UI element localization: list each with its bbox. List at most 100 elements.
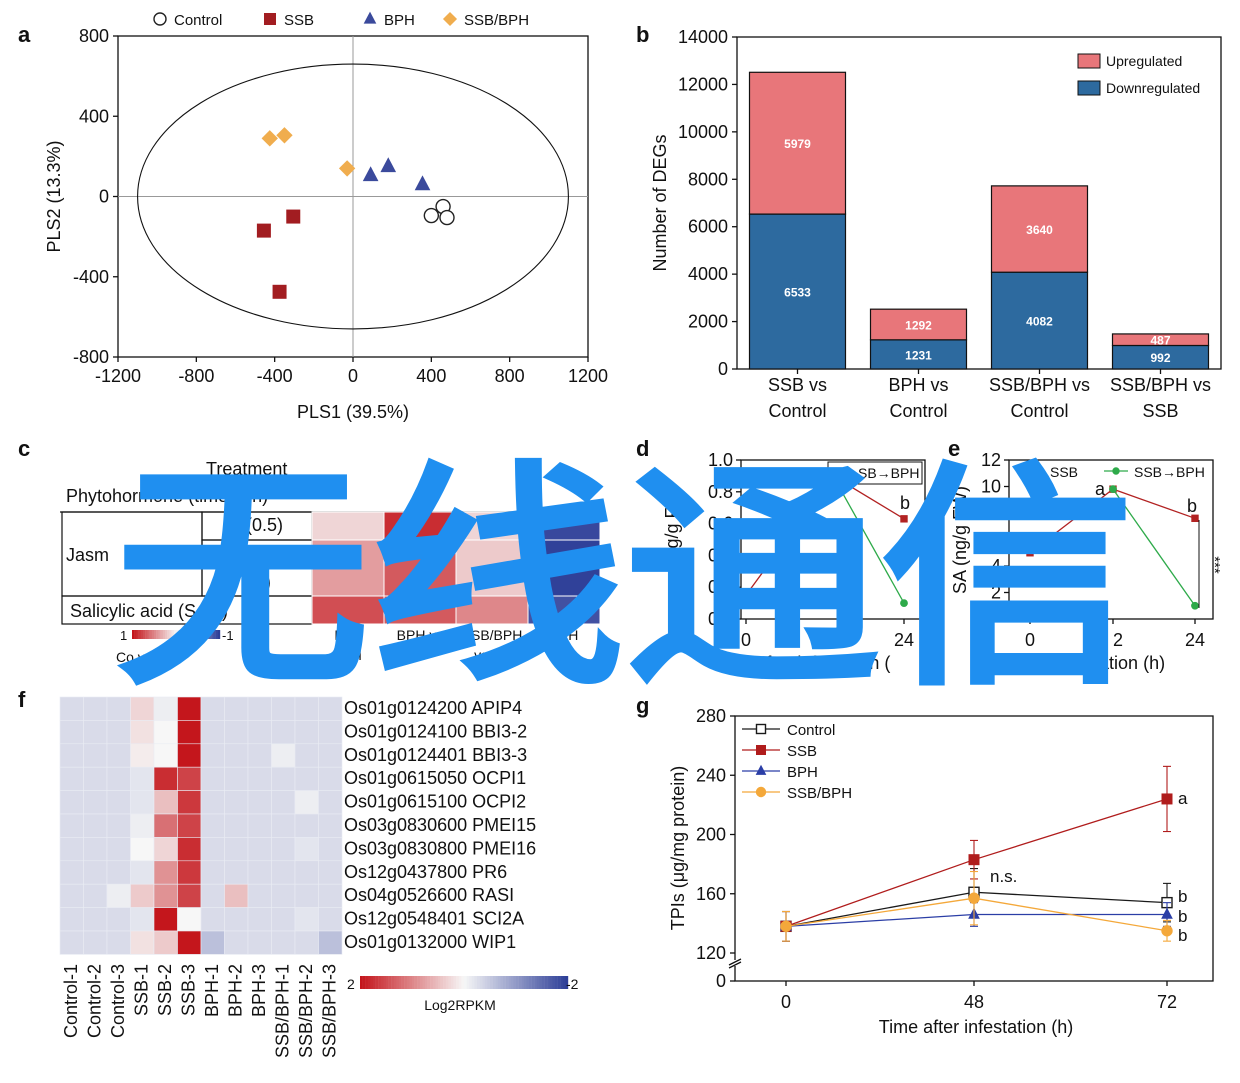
c-colorbar-segment bbox=[158, 630, 161, 639]
a-xtick-label: -1200 bbox=[95, 366, 141, 386]
f-colorbar-segment bbox=[482, 976, 485, 989]
f-colorbar-segment bbox=[471, 976, 475, 989]
c-col-label: SB bbox=[555, 647, 574, 663]
f-heatmap-cell bbox=[177, 743, 202, 768]
e-point bbox=[1109, 485, 1117, 494]
f-colorbar-segment bbox=[466, 976, 470, 989]
f-colorbar-segment bbox=[391, 976, 394, 989]
c-heatmap-cell bbox=[455, 539, 529, 597]
a-point-ssb bbox=[272, 284, 287, 299]
f-colorbar-segment bbox=[404, 976, 407, 989]
f-heatmap-cell bbox=[318, 790, 343, 815]
f-colorbar-segment bbox=[555, 976, 558, 989]
f-colorbar-segment bbox=[510, 976, 514, 989]
d-series-line bbox=[832, 475, 905, 604]
f-heatmap-cell bbox=[318, 696, 343, 721]
c-colorbar-segment bbox=[154, 630, 157, 639]
g-ytick-label: 280 bbox=[696, 706, 726, 726]
a-point-ssbbph bbox=[261, 130, 278, 147]
c-heatmap-cell bbox=[455, 595, 529, 625]
panel-letter-g: g bbox=[636, 693, 649, 718]
f-heatmap-cell bbox=[106, 766, 131, 791]
f-col-label: SSB-1 bbox=[132, 964, 152, 1016]
e-point bbox=[1191, 514, 1199, 522]
f-col-label: BPH-2 bbox=[226, 964, 246, 1017]
b-legend-label: Upregulated bbox=[1106, 53, 1182, 69]
b-ytick-label: 12000 bbox=[678, 74, 728, 94]
f-colorbar-segment bbox=[367, 976, 371, 989]
f-colorbar-segment bbox=[492, 976, 496, 989]
f-heatmap-cell bbox=[294, 930, 319, 955]
f-colorbar-segment bbox=[479, 976, 483, 989]
f-heatmap-cell bbox=[318, 766, 343, 791]
b-bar-upregulated bbox=[1111, 333, 1210, 347]
c-colorbar-segment bbox=[147, 630, 150, 639]
f-colorbar-segment bbox=[438, 976, 441, 989]
c-colorbar-segment bbox=[143, 630, 146, 639]
c-colorbar-segment bbox=[217, 630, 221, 639]
f-heatmap-cell bbox=[130, 883, 155, 908]
c-col-label: B vs bbox=[334, 627, 361, 643]
b-xtick-label: Control bbox=[768, 401, 826, 421]
e-legend-marker bbox=[1028, 467, 1036, 475]
e-series-line bbox=[1029, 488, 1196, 554]
f-heatmap-cell bbox=[247, 907, 272, 932]
f-heatmap-cell bbox=[59, 743, 84, 768]
f-col-label: SSB/BPH-2 bbox=[296, 964, 316, 1058]
f-colorbar-segment bbox=[456, 976, 459, 989]
b-xtick-label: Control bbox=[889, 401, 947, 421]
f-heatmap-cell bbox=[200, 930, 225, 955]
f-colorbar-segment bbox=[365, 976, 368, 989]
f-heatmap-cell bbox=[294, 883, 319, 908]
f-heatmap-cell bbox=[153, 837, 178, 862]
c-colorbar-segment bbox=[138, 630, 141, 639]
g-annotation-b: b bbox=[1178, 907, 1187, 926]
f-heatmap-cell bbox=[177, 813, 202, 838]
a-point-bph bbox=[380, 157, 397, 173]
c-colorbar-segment bbox=[178, 630, 181, 639]
f-heatmap-cell bbox=[106, 930, 131, 955]
e-point bbox=[1026, 549, 1034, 557]
g-legend-label: BPH bbox=[787, 764, 818, 781]
a-legend-marker bbox=[153, 12, 167, 26]
f-heatmap-cell bbox=[318, 907, 343, 932]
b-ytick-label: 10000 bbox=[678, 122, 728, 142]
d-ylabel: J ng/g F bbox=[662, 507, 682, 572]
f-heatmap-cell bbox=[247, 696, 272, 721]
c-colorbar-segment bbox=[198, 630, 201, 639]
f-heatmap-cell bbox=[177, 790, 202, 815]
e-series-line bbox=[1112, 488, 1196, 607]
b-bar-downregulated bbox=[869, 339, 968, 370]
f-colorbar-segment bbox=[435, 976, 439, 989]
f-heatmap-cell bbox=[177, 883, 202, 908]
f-col-label: Control-2 bbox=[85, 964, 105, 1038]
f-heatmap-cell bbox=[83, 907, 108, 932]
e-legend-marker bbox=[1112, 467, 1120, 475]
f-colorbar-segment bbox=[526, 976, 530, 989]
f-row-label: Os01g0615100 OCPI2 bbox=[344, 792, 526, 812]
g-xtick-label: 72 bbox=[1157, 992, 1177, 1012]
f-row-label: Os03g0830800 PMEI16 bbox=[344, 838, 536, 858]
b-plot-frame bbox=[736, 36, 1222, 370]
b-xtick-label: BPH vs bbox=[888, 375, 948, 395]
a-point-ssb bbox=[286, 209, 301, 224]
f-heatmap-cell bbox=[130, 720, 155, 745]
panel-letter-a: a bbox=[18, 22, 31, 47]
a-ytick-label: 400 bbox=[79, 106, 109, 126]
f-row-label: Os01g0124401 BBI3-3 bbox=[344, 745, 527, 765]
f-colorbar-segment bbox=[484, 976, 488, 989]
e-annotation: b bbox=[1187, 496, 1197, 516]
d-xtick-label: 24 bbox=[894, 630, 914, 650]
b-bar-value-label: 4082 bbox=[1026, 315, 1053, 329]
a-xtick-label: 1200 bbox=[568, 366, 608, 386]
g-ytick-label: 120 bbox=[696, 943, 726, 963]
a-ytick-label: -400 bbox=[73, 267, 109, 287]
f-colorbar-segment bbox=[500, 976, 504, 989]
c-colorbar-segment bbox=[187, 630, 190, 639]
f-heatmap-cell bbox=[247, 743, 272, 768]
b-legend-swatch bbox=[1077, 53, 1101, 69]
g-axis-break-mark bbox=[728, 958, 742, 966]
f-colorbar-segment bbox=[542, 976, 545, 989]
f-col-label: Control-3 bbox=[108, 964, 128, 1038]
b-ytick-label: 4000 bbox=[688, 264, 728, 284]
